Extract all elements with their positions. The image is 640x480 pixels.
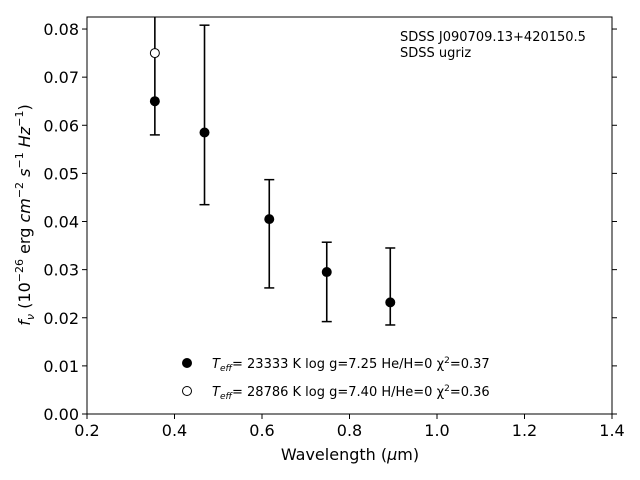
model-point-filled [321,267,332,278]
y-tick-label: 0.03 [43,261,79,280]
legend-entry-2: Teff= 28786 K log g=7.40 H/He=0 χ2=0.36 [212,384,490,402]
y-tick-label: 0.07 [43,68,79,87]
x-tick-label: 1.4 [599,421,624,440]
y-tick-label: 0.02 [43,309,79,328]
annotation-line-2: SDSS ugriz [400,46,471,61]
x-tick-label: 0.2 [74,421,99,440]
y-tick-label: 0.00 [43,405,79,424]
legend: Teff= 23333 K log g=7.25 He/H=0 χ2=0.37 … [182,356,490,402]
model-point-filled [199,127,210,138]
y-tick-label: 0.04 [43,213,79,232]
legend-entry-1: Teff= 23333 K log g=7.25 He/H=0 χ2=0.37 [212,356,490,374]
x-tick-label: 0.6 [249,421,274,440]
y-tick-label: 0.05 [43,164,79,183]
x-tick-label: 1.0 [424,421,449,440]
x-tick-label: 1.2 [512,421,537,440]
plot-frame [86,16,613,415]
x-tick-label: 0.4 [162,421,187,440]
model-point-open [149,48,160,59]
error-bars [149,17,396,326]
model-point-filled [149,96,160,107]
y-axis-label: fν (10−26 erg cm−2 s−1 Hz−1) [13,104,37,325]
x-tick-label: 0.8 [337,421,362,440]
model-point-filled [385,297,396,308]
legend-marker-open [182,386,192,396]
axis-ticks: 0.2 0.4 0.6 0.8 1.0 1.2 1.4 0.00 0.01 0.02 0.03 0.0… [43,20,624,440]
y-tick-label: 0.01 [43,357,79,376]
annotation-line-1: SDSS J090709.13+420150.5 [400,30,586,45]
y-tick-label: 0.06 [43,116,79,135]
legend-marker-filled [182,358,192,368]
model-point-filled [264,214,275,225]
x-axis-label: Wavelength (μm) [281,445,419,464]
y-tick-label: 0.08 [43,20,79,39]
data-points [149,48,396,308]
